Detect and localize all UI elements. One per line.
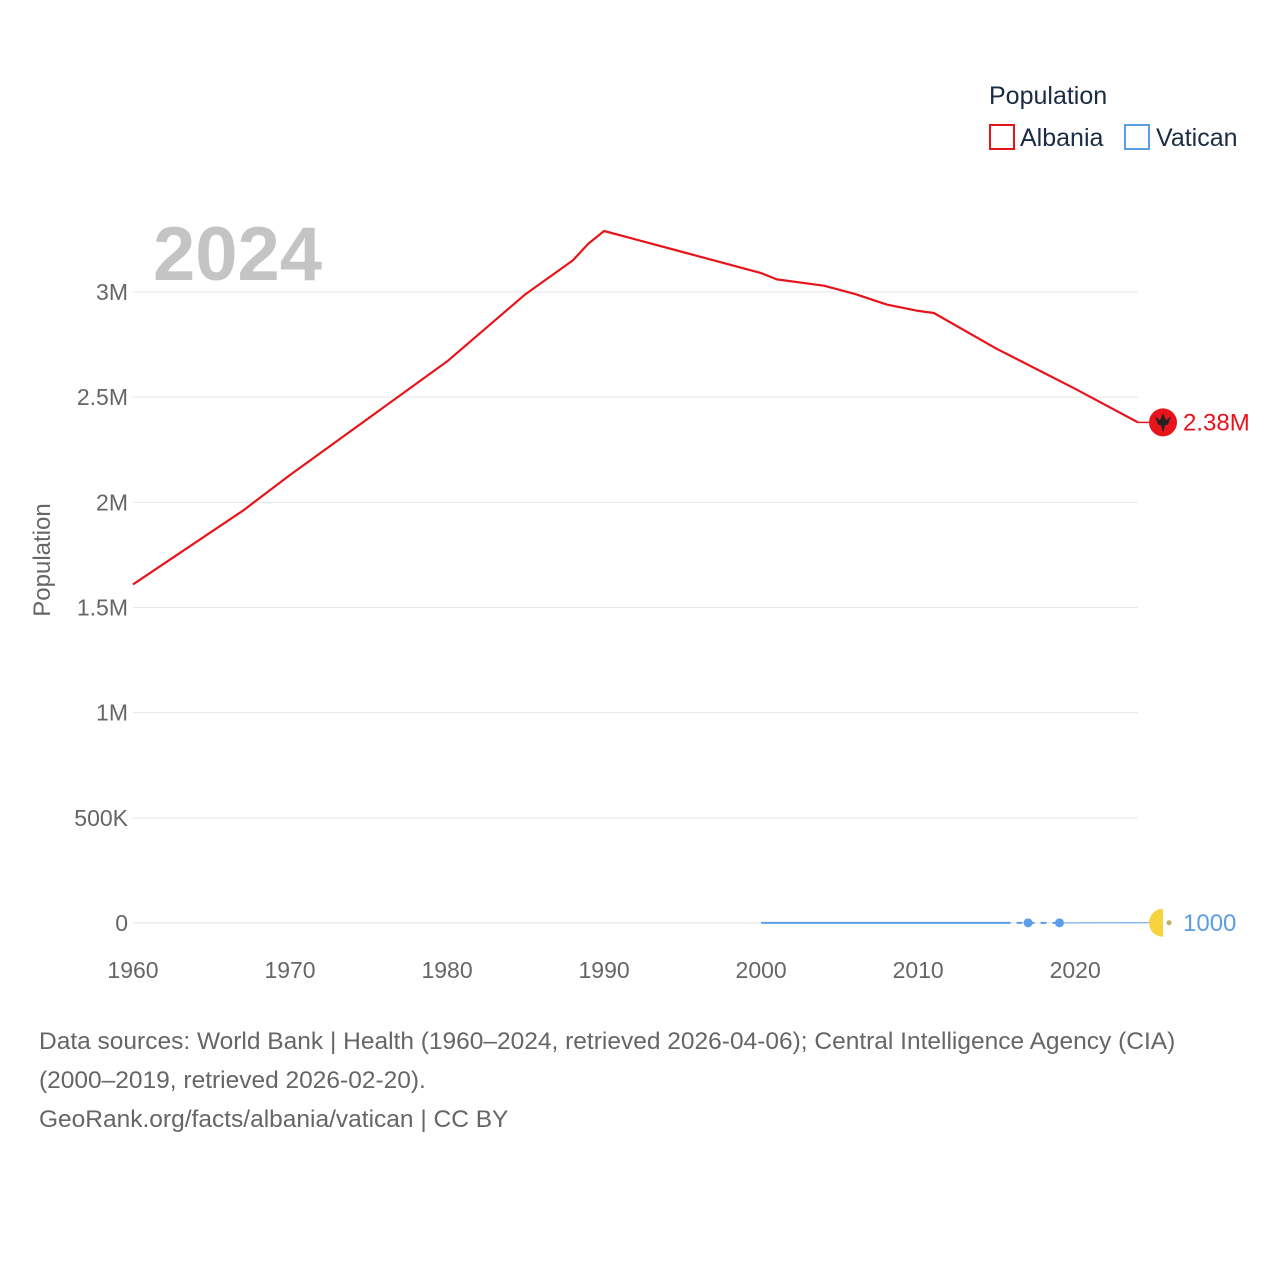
x-tick-label: 2010 [893, 957, 944, 983]
source-line-1: Data sources: World Bank | Health (1960–… [39, 1028, 1176, 1055]
year-watermark: 2024 [153, 212, 322, 297]
data-sources-footer: Data sources: World Bank | Health (1960–… [39, 1022, 1249, 1139]
x-tick-label: 1960 [107, 957, 158, 983]
x-tick-label: 2020 [1050, 957, 1101, 983]
y-tick-label: 3M [96, 279, 128, 305]
legend-item-albania[interactable]: Albania [989, 124, 1103, 152]
legend-swatch-albania [989, 124, 1015, 150]
legend-item-vatican[interactable]: Vatican [1124, 124, 1238, 152]
vatican-end-label: 1000 [1183, 910, 1236, 937]
x-tick-label: 1990 [579, 957, 630, 983]
series-line-albania[interactable] [132, 229, 1139, 586]
x-tick-label: 1970 [264, 957, 315, 983]
x-axis-ticks: 1960 1970 1980 1990 2000 2010 2020 [107, 957, 1100, 983]
y-tick-label: 1M [96, 700, 128, 726]
vatican-flag-icon [1149, 908, 1177, 937]
y-tick-label: 500K [74, 805, 128, 831]
y-tick-label: 2.5M [77, 384, 128, 410]
vatican-data-point[interactable] [1054, 918, 1064, 928]
y-axis-label: Population [29, 503, 56, 616]
legend[interactable]: Population Albania Vatican [989, 82, 1238, 152]
y-tick-label: 2M [96, 489, 128, 515]
vatican-data-point[interactable] [1023, 918, 1033, 928]
grid-lines [133, 291, 1138, 924]
y-tick-label: 0 [115, 910, 128, 936]
x-tick-label: 1980 [421, 957, 472, 983]
y-axis-ticks: 0 500K 1M 1.5M 2M 2.5M 3M [74, 279, 128, 936]
x-tick-label: 2000 [736, 957, 787, 983]
albania-end-label: 2.38M [1183, 409, 1250, 436]
y-tick-label: 1.5M [77, 595, 128, 621]
series-layer: 2.38M 1000 [132, 229, 1250, 937]
source-attribution[interactable]: GeoRank.org/facts/albania/vatican | CC B… [39, 1106, 509, 1133]
legend-label-albania: Albania [1020, 124, 1103, 152]
source-line-2: (2000–2019, retrieved 2026-02-20). [39, 1067, 426, 1094]
legend-title: Population [989, 82, 1107, 110]
albania-flag-icon [1149, 408, 1177, 437]
population-chart: 0 500K 1M 1.5M 2M 2.5M 3M 1960 1970 1980 1990 2000… [29, 82, 1250, 983]
legend-label-vatican: Vatican [1156, 124, 1238, 152]
legend-swatch-vatican [1124, 124, 1150, 150]
